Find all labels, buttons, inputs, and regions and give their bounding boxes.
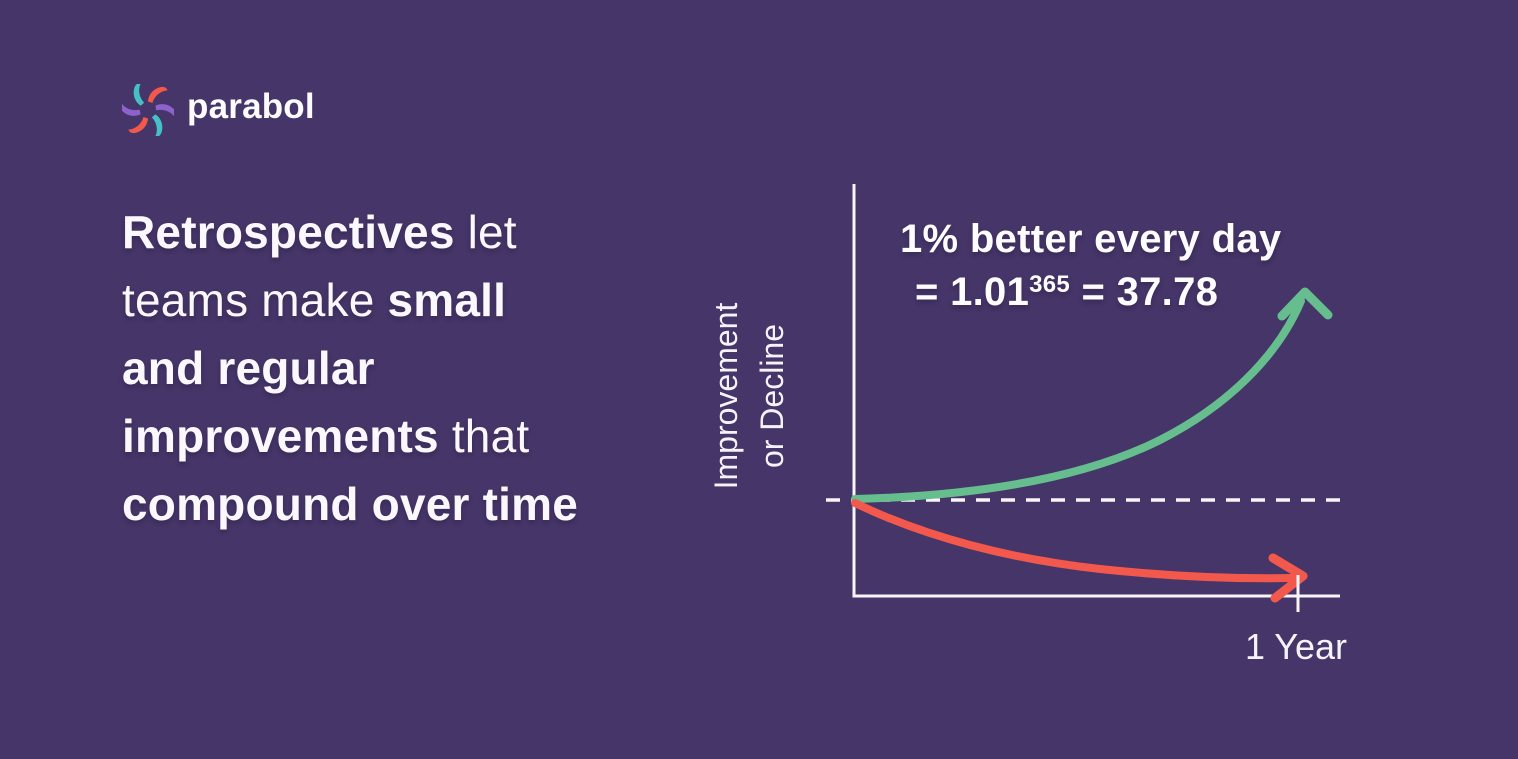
annotation-line2: = 1.01365 = 37.78 xyxy=(915,266,1281,319)
headline-line: and regular xyxy=(122,342,375,394)
annotation-formula-prefix: = 1.01 xyxy=(915,270,1030,314)
y-axis-label: Improvement or Decline xyxy=(703,303,795,490)
headline-line: improvements that xyxy=(122,410,530,462)
chart-annotation: 1% better every day = 1.01365 = 37.78 xyxy=(900,213,1281,319)
decline-curve xyxy=(851,499,1296,583)
growth-arrowhead-icon xyxy=(1277,287,1333,321)
parabol-logo-icon xyxy=(122,84,174,136)
plot-canvas xyxy=(826,184,1340,612)
annotation-exponent: 365 xyxy=(1029,271,1071,298)
logo-petals xyxy=(122,84,174,136)
headline-line: compound over time xyxy=(122,478,578,530)
headline: Retrospectives let teams make small and re… xyxy=(122,198,722,538)
logo-petal-purple-lower-left xyxy=(122,102,141,116)
logo-petal-purple-upper-right xyxy=(155,104,174,118)
logo-petal-coral-top xyxy=(148,86,168,103)
parabol-logo: parabol xyxy=(122,84,315,136)
headline-line: teams make small xyxy=(122,274,507,326)
logo-petal-teal-upper-left xyxy=(133,84,145,106)
parabol-wordmark: parabol xyxy=(187,87,315,126)
logo-petal-coral-bottom xyxy=(128,117,148,134)
headline-line: Retrospectives let xyxy=(122,206,517,258)
logo-petal-teal-lower-right xyxy=(151,114,163,136)
y-axis-label-line2: or Decline xyxy=(754,323,790,469)
y-axis-label-line1: Improvement xyxy=(708,302,744,490)
annotation-formula-suffix: = 37.78 xyxy=(1070,270,1219,314)
x-axis-label: 1 Year xyxy=(1244,626,1348,667)
growth-curve xyxy=(851,297,1305,503)
annotation-line1: 1% better every day xyxy=(900,217,1282,261)
decline-arrowhead-icon xyxy=(1268,553,1308,603)
